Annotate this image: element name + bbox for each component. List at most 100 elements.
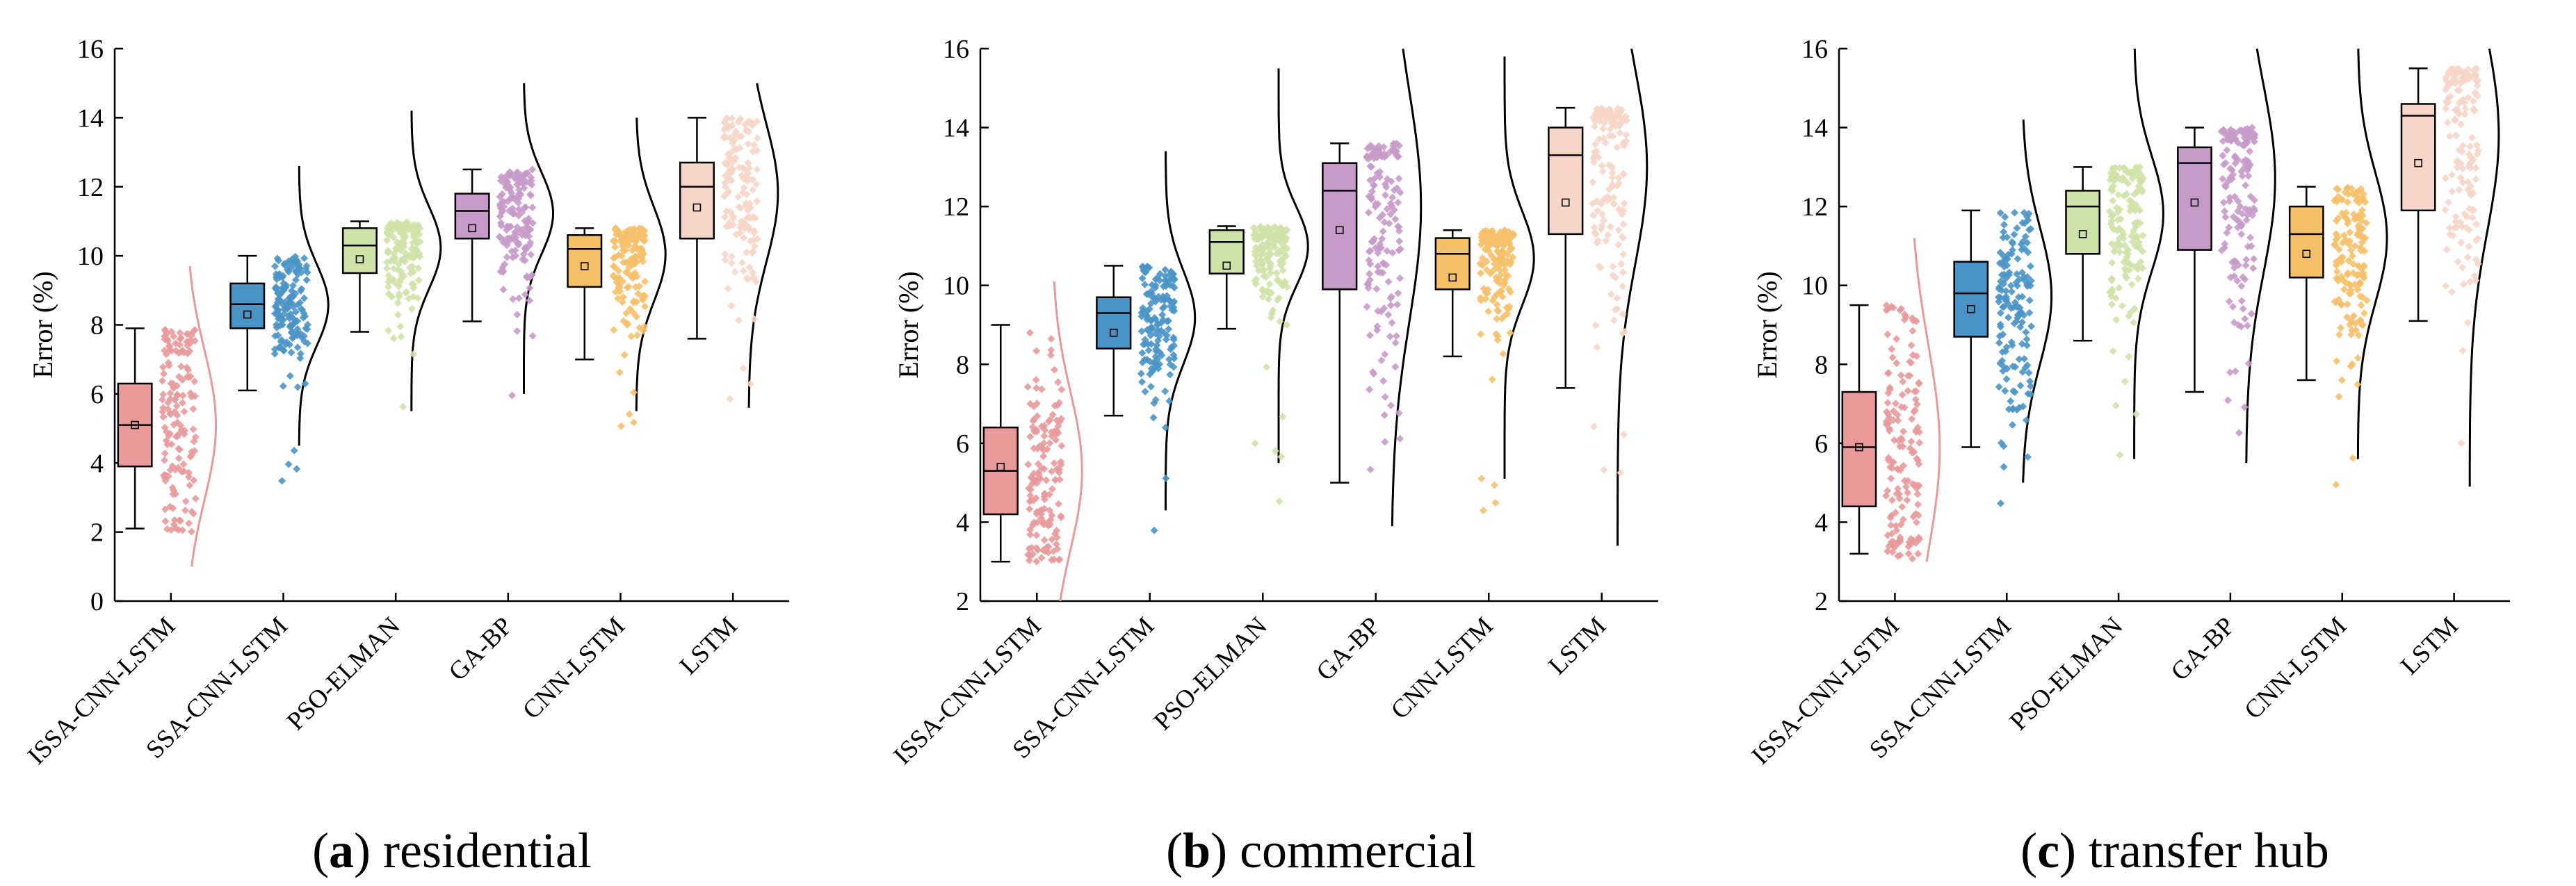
scatter-point	[526, 296, 534, 304]
scatter-point	[2022, 328, 2030, 336]
scatter-point	[394, 311, 402, 319]
scatter-point	[1478, 236, 1487, 245]
scatter-point	[505, 167, 514, 176]
scatter-point	[1483, 243, 1491, 251]
scatter-point	[508, 247, 516, 256]
scatter-point	[728, 114, 736, 122]
scatter-point	[2463, 213, 2471, 221]
scatter-point	[617, 422, 625, 430]
scatter-point	[2249, 264, 2258, 272]
scatter-point	[740, 233, 748, 242]
scatter-point	[2347, 246, 2355, 254]
scatter-point	[2226, 197, 2234, 206]
scatter-point	[1047, 346, 1055, 354]
scatter-point	[1377, 356, 1386, 365]
scatter-point	[749, 186, 757, 194]
scatter-point	[2005, 268, 2014, 277]
scatter-point	[1032, 427, 1041, 436]
scatter-point	[186, 481, 194, 489]
scatter-point	[1374, 307, 1382, 315]
scatter-point	[727, 208, 735, 216]
scatter-point	[1910, 408, 1918, 416]
scatter-point	[1886, 384, 1894, 392]
scatter-point	[1387, 402, 1395, 410]
scatter-point	[1268, 233, 1277, 241]
scatter-point	[1040, 465, 1048, 473]
series-pso-elman: PSO-ELMAN	[282, 110, 442, 736]
scatter-point	[2119, 234, 2128, 243]
scatter-point	[1169, 334, 1178, 342]
scatter-point	[2242, 261, 2250, 270]
scatter-point	[1904, 372, 1912, 380]
scatter-point	[1046, 439, 1054, 448]
scatter-point	[2458, 179, 2467, 187]
scatter-point	[1602, 236, 1610, 245]
scatter-point	[2443, 245, 2451, 254]
scatter-point	[615, 267, 623, 275]
scatter-point	[2022, 416, 2030, 425]
scatter-point	[302, 262, 311, 270]
scatter-point	[2332, 258, 2340, 266]
scatter-point	[1169, 303, 1178, 311]
scatter-point	[2472, 236, 2480, 245]
series-ssa-cnn-lstm: SSA-CNN-LSTM	[1007, 151, 1197, 764]
scatter-point	[2007, 397, 2015, 405]
scatter-point	[161, 456, 169, 464]
scatter-point	[515, 199, 523, 207]
scatter-point	[296, 329, 305, 338]
scatter-point	[2465, 243, 2473, 251]
scatter-point	[1052, 436, 1060, 444]
scatter-point	[1614, 205, 1623, 213]
scatter-point	[175, 445, 183, 453]
scatter-point	[2120, 258, 2128, 266]
scatter-point	[1884, 486, 1892, 495]
scatter-point	[1039, 452, 1048, 461]
scatter-point	[2129, 204, 2137, 212]
scatter-point	[1165, 325, 1173, 334]
scatter-point	[162, 350, 170, 359]
scatter-point	[159, 377, 167, 385]
scatter-point	[1149, 293, 1157, 302]
scatter-point	[1594, 206, 1602, 215]
scatter-point	[1366, 385, 1374, 393]
scatter-point	[2023, 272, 2032, 281]
scatter-point	[2334, 214, 2342, 222]
scatter-point	[181, 427, 189, 435]
scatter-point	[1598, 124, 1607, 133]
scatter-point	[638, 224, 646, 233]
scatter-point	[2357, 301, 2365, 309]
scatter-point	[1884, 389, 1893, 397]
scatter-point	[1888, 496, 1896, 504]
y-tick-label: 8	[1815, 350, 1828, 379]
scatter-point	[1251, 279, 1260, 288]
scatter-point	[618, 298, 626, 306]
scatter-point	[1165, 355, 1174, 363]
scatter-point	[2468, 213, 2477, 222]
scatter-point	[2128, 197, 2136, 206]
scatter-point	[1996, 209, 2004, 218]
scatter-point	[1161, 387, 1169, 395]
scatter-point	[1051, 366, 1059, 374]
scatter-point	[1366, 162, 1375, 170]
y-tick-label: 14	[943, 114, 969, 143]
scatter-point	[1898, 502, 1906, 511]
scatter-point	[2358, 224, 2367, 233]
scatter-point	[1607, 108, 1615, 117]
scatter-point	[2335, 331, 2343, 339]
scatter-point	[2010, 230, 2018, 238]
scatter-point	[399, 402, 407, 411]
scatter-point	[416, 224, 424, 233]
caption-paren-open: (	[2020, 823, 2037, 878]
scatter-point	[1616, 129, 1624, 137]
scatter-point	[1046, 516, 1055, 524]
scatter-point	[2108, 259, 2116, 267]
scatter-point	[171, 395, 179, 404]
scatter-point	[2452, 106, 2460, 114]
scatter-point	[1498, 232, 1506, 240]
mean-marker	[355, 255, 364, 263]
scatter-point	[2349, 454, 2357, 462]
scatter-point	[286, 372, 294, 380]
scatter-point	[270, 350, 279, 358]
scatter-point	[2347, 184, 2356, 192]
scatter-point	[1913, 352, 1921, 361]
